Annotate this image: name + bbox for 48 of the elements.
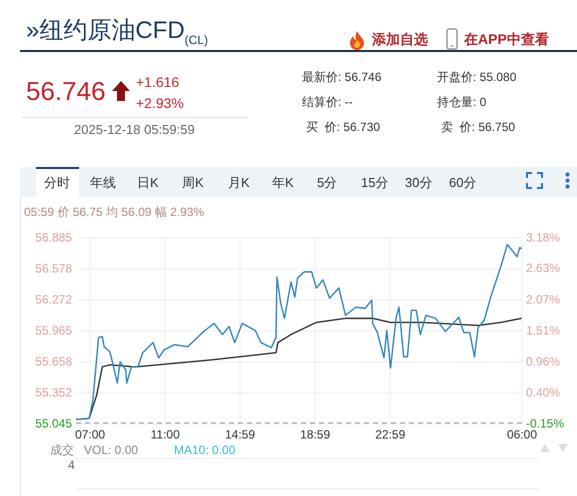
text: 30分 bbox=[405, 175, 432, 191]
x-tick-label: 18:59 bbox=[300, 428, 330, 442]
x-tick-label: 11:00 bbox=[150, 428, 180, 442]
x-tick-label: 07:00 bbox=[75, 428, 106, 442]
y2-tick-label: 0.40% bbox=[526, 386, 560, 400]
y-tick-label: 55.352 bbox=[35, 385, 72, 400]
text: 年线 bbox=[90, 175, 116, 191]
text: 60分 bbox=[449, 175, 476, 191]
text: 5分 bbox=[317, 175, 338, 191]
y2-tick-label: 1.51% bbox=[526, 324, 560, 338]
text: 2025-12-18 05:59:59 bbox=[74, 122, 195, 138]
x-tick-label: 14:59 bbox=[224, 428, 256, 442]
text: 4 bbox=[68, 458, 75, 472]
text: MA10: 0.00 bbox=[174, 443, 236, 458]
text: 年K bbox=[272, 175, 294, 191]
y-tick-label: 55.045 bbox=[35, 416, 72, 430]
text: 分时 bbox=[44, 175, 70, 191]
text: 买 价: 56.730 bbox=[306, 120, 380, 134]
text: 05:59 价 56.75 均 56.09 幅 2.93% bbox=[24, 205, 204, 220]
y-tick-label: 55.658 bbox=[35, 354, 72, 368]
y2-tick-label: 2.63% bbox=[526, 261, 560, 276]
y-tick-label: 56.885 bbox=[35, 230, 72, 244]
text: 日K bbox=[137, 175, 159, 191]
text: 添加自选 bbox=[372, 31, 428, 48]
text: VOL: 0.00 bbox=[84, 443, 138, 458]
y2-tick-label: 0.96% bbox=[526, 354, 560, 368]
text: 15分 bbox=[361, 175, 388, 191]
x-tick-label: 22:59 bbox=[375, 428, 406, 442]
text: 持仓量: 0 bbox=[437, 95, 486, 110]
y-tick-label: 55.965 bbox=[35, 323, 72, 338]
text: 结算价: -- bbox=[302, 95, 353, 110]
y-tick-label: 56.272 bbox=[35, 292, 72, 306]
text: 最新价: 56.746 bbox=[302, 70, 382, 84]
text: 月K bbox=[228, 175, 250, 191]
text: 周K bbox=[182, 175, 204, 191]
text: +2.93% bbox=[136, 95, 184, 112]
text: +1.616 bbox=[136, 74, 180, 91]
y2-tick-label: 2.07% bbox=[526, 292, 560, 306]
y-tick-label: 56.578 bbox=[35, 261, 72, 276]
text: 56.746 bbox=[26, 76, 106, 108]
text: 成交 bbox=[50, 443, 74, 458]
x-tick-label: 06:00 bbox=[506, 428, 538, 442]
y2-tick-label: 3.18% bbox=[526, 230, 560, 244]
y2-tick-label: -0.15% bbox=[526, 416, 564, 430]
text: 开盘价: 55.080 bbox=[437, 70, 516, 84]
text: 在APP中查看 bbox=[464, 31, 549, 48]
chart-title: »纽约原油CFD$_{(CL)}$ bbox=[26, 16, 208, 47]
text: 卖 价: 56.750 bbox=[441, 120, 516, 134]
